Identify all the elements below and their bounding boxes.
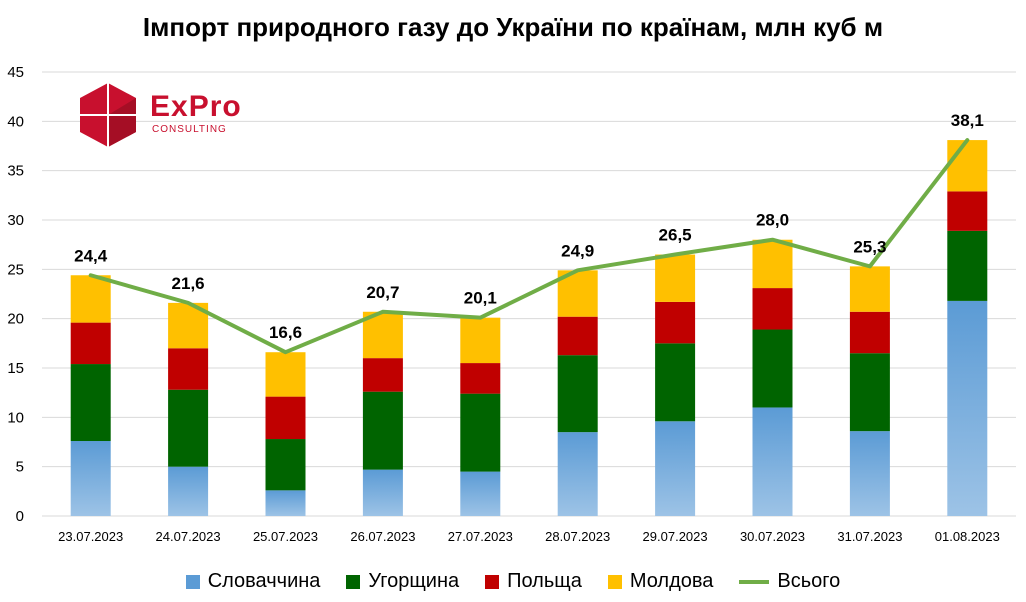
y-tick-label: 20	[7, 311, 24, 328]
bar-moldova	[849, 266, 890, 312]
bar-hungary	[265, 439, 306, 491]
bar-poland	[265, 396, 306, 440]
total-data-label: 20,7	[366, 283, 399, 302]
total-data-label: 28,0	[756, 211, 789, 230]
total-data-label: 26,5	[659, 226, 692, 245]
bar-slovakia	[362, 469, 403, 516]
y-tick-label: 5	[16, 459, 24, 476]
bar-poland	[557, 316, 598, 356]
y-tick-label: 30	[7, 212, 24, 229]
bar-poland	[362, 358, 403, 392]
legend-label-total: Всього	[777, 570, 841, 592]
bar-slovakia	[70, 441, 111, 516]
y-tick-label: 25	[7, 261, 24, 278]
bar-poland	[168, 348, 209, 390]
x-tick-label: 29.07.2023	[643, 529, 708, 544]
legend-swatch-moldova	[607, 574, 622, 589]
legend-label-hungary: Угорщина	[368, 570, 460, 592]
legend-label-slovakia: Словаччина	[207, 570, 321, 592]
bar-slovakia	[168, 466, 209, 516]
bar-hungary	[947, 230, 988, 301]
x-tick-label: 23.07.2023	[58, 529, 123, 544]
y-tick-label: 35	[7, 163, 24, 180]
legend-item-total: Всього	[739, 570, 840, 593]
total-data-label: 38,1	[951, 111, 984, 130]
x-tick-label: 28.07.2023	[545, 529, 610, 544]
bar-poland	[70, 322, 111, 365]
x-tick-label: 31.07.2023	[837, 529, 902, 544]
bar-moldova	[655, 254, 696, 302]
bar-poland	[655, 301, 696, 344]
logo-sub-text: CONSULTING	[152, 124, 227, 135]
legend-label-poland: Польща	[507, 570, 582, 592]
x-tick-label: 24.07.2023	[156, 529, 221, 544]
y-tick-label: 0	[16, 508, 24, 525]
bar-slovakia	[460, 471, 501, 516]
y-tick-label: 10	[7, 409, 24, 426]
total-data-label: 25,3	[853, 237, 886, 256]
bar-hungary	[752, 329, 793, 408]
bar-moldova	[947, 140, 988, 192]
legend-swatch-hungary	[346, 574, 361, 589]
chart-title: Імпорт природного газу до України по кра…	[142, 12, 884, 42]
bar-hungary	[557, 355, 598, 433]
legend-item-hungary: Угорщина	[346, 570, 459, 593]
legend-swatch-poland	[485, 574, 500, 589]
legend: Словаччина Угорщина Польща Молдова Всьог…	[0, 570, 1026, 593]
total-data-label: 21,6	[172, 274, 205, 293]
x-tick-label: 01.08.2023	[935, 529, 1000, 544]
x-tick-label: 25.07.2023	[253, 529, 318, 544]
bar-hungary	[70, 364, 111, 442]
bar-poland	[849, 311, 890, 354]
bar-hungary	[655, 343, 696, 422]
bar-moldova	[460, 317, 501, 364]
bar-slovakia	[947, 300, 988, 516]
bar-hungary	[168, 389, 209, 467]
y-tick-label: 45	[7, 64, 24, 81]
legend-item-slovakia: Словаччина	[185, 570, 321, 593]
logo-brand-text: ExPro	[150, 90, 242, 123]
x-tick-label: 26.07.2023	[350, 529, 415, 544]
bar-moldova	[265, 352, 306, 397]
bar-moldova	[362, 311, 403, 359]
logo: ExPro CONSULTING	[78, 82, 278, 148]
legend-swatch-slovakia	[185, 574, 200, 589]
total-data-label: 24,4	[74, 246, 108, 265]
logo-cube-icon	[80, 83, 136, 147]
x-tick-label: 27.07.2023	[448, 529, 513, 544]
legend-swatch-total	[739, 579, 770, 584]
total-line	[88, 138, 970, 355]
bar-moldova	[70, 275, 111, 323]
bar-slovakia	[849, 431, 890, 516]
bar-hungary	[849, 353, 890, 432]
bar-poland	[460, 363, 501, 394]
bar-slovakia	[655, 421, 696, 516]
legend-item-moldova: Молдова	[607, 570, 714, 593]
bar-slovakia	[557, 432, 598, 516]
y-tick-label: 40	[7, 113, 24, 130]
legend-label-moldova: Молдова	[629, 570, 714, 592]
total-data-label: 20,1	[464, 289, 497, 308]
y-tick-label: 15	[7, 360, 24, 377]
bar-hungary	[460, 393, 501, 472]
bar-poland	[752, 288, 793, 330]
bar-moldova	[752, 239, 793, 289]
total-data-label: 16,6	[269, 323, 302, 342]
bar-slovakia	[265, 490, 306, 516]
bar-slovakia	[752, 407, 793, 516]
bar-poland	[947, 191, 988, 231]
total-data-label: 24,9	[561, 241, 594, 260]
chart-area: 0 5 10 15 20 25 30 35 40 45 23.07.2023 24.07.2023 2…	[7, 64, 1016, 544]
legend-item-poland: Польща	[485, 570, 582, 593]
x-tick-label: 30.07.2023	[740, 529, 805, 544]
bar-hungary	[362, 391, 403, 470]
